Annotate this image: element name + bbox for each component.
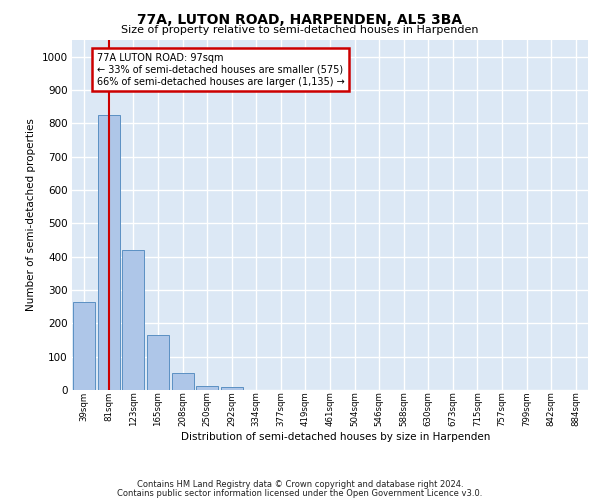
Text: 77A, LUTON ROAD, HARPENDEN, AL5 3BA: 77A, LUTON ROAD, HARPENDEN, AL5 3BA [137,12,463,26]
Text: Distribution of semi-detached houses by size in Harpenden: Distribution of semi-detached houses by … [181,432,491,442]
Text: Contains public sector information licensed under the Open Government Licence v3: Contains public sector information licen… [118,488,482,498]
Bar [122,250,145,390]
Y-axis label: Number of semi-detached properties: Number of semi-detached properties [26,118,36,312]
Bar [196,386,218,390]
Text: Contains HM Land Registry data © Crown copyright and database right 2024.: Contains HM Land Registry data © Crown c… [137,480,463,489]
Text: 77A LUTON ROAD: 97sqm
← 33% of semi-detached houses are smaller (575)
66% of sem: 77A LUTON ROAD: 97sqm ← 33% of semi-deta… [97,54,344,86]
Bar [172,374,194,390]
Bar [147,335,169,390]
Bar [73,302,95,390]
Bar [98,115,120,390]
Bar [221,388,243,390]
Text: Size of property relative to semi-detached houses in Harpenden: Size of property relative to semi-detach… [121,25,479,35]
